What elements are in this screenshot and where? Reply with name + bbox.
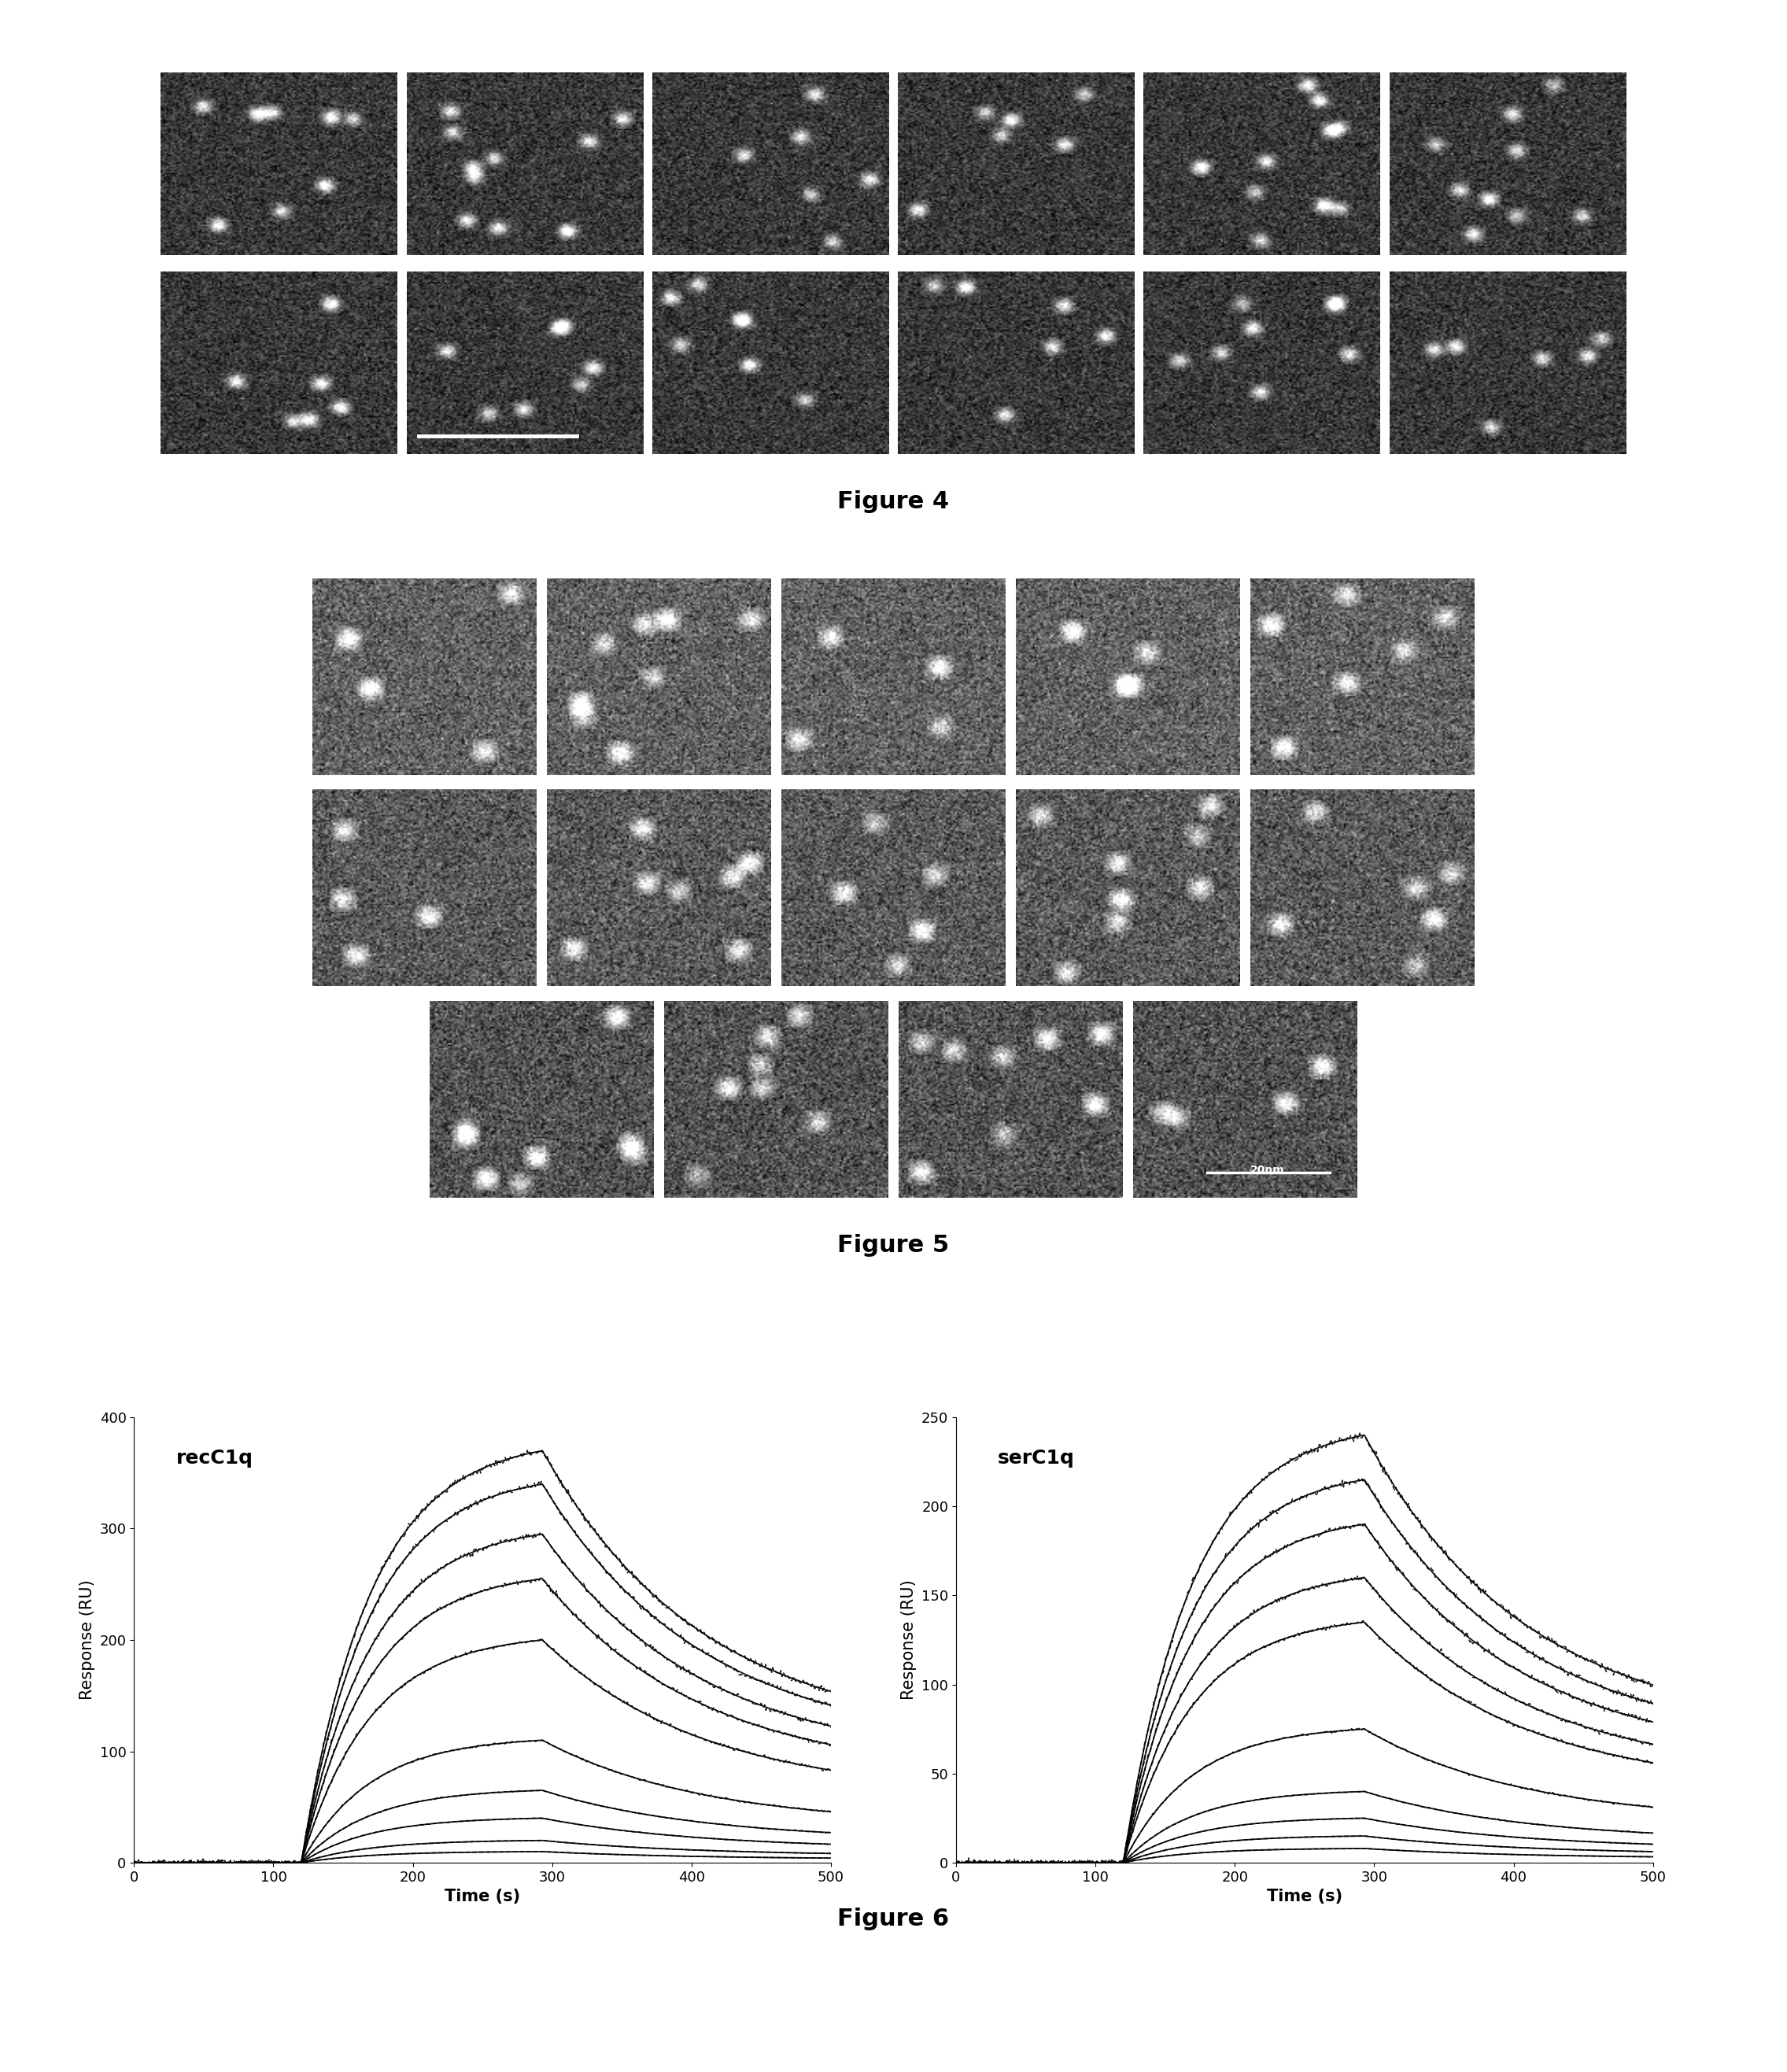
Y-axis label: Response (RU): Response (RU) — [79, 1579, 95, 1701]
Text: recC1q: recC1q — [175, 1448, 254, 1467]
Text: Figure 5: Figure 5 — [838, 1233, 949, 1258]
X-axis label: Time (s): Time (s) — [445, 1890, 520, 1904]
Text: serC1q: serC1q — [997, 1448, 1074, 1467]
Y-axis label: Response (RU): Response (RU) — [901, 1579, 917, 1701]
X-axis label: Time (s): Time (s) — [1267, 1890, 1342, 1904]
Text: Figure 4: Figure 4 — [838, 489, 949, 514]
Text: 20nm: 20nm — [1251, 1164, 1285, 1175]
Text: Figure 6: Figure 6 — [838, 1906, 949, 1931]
